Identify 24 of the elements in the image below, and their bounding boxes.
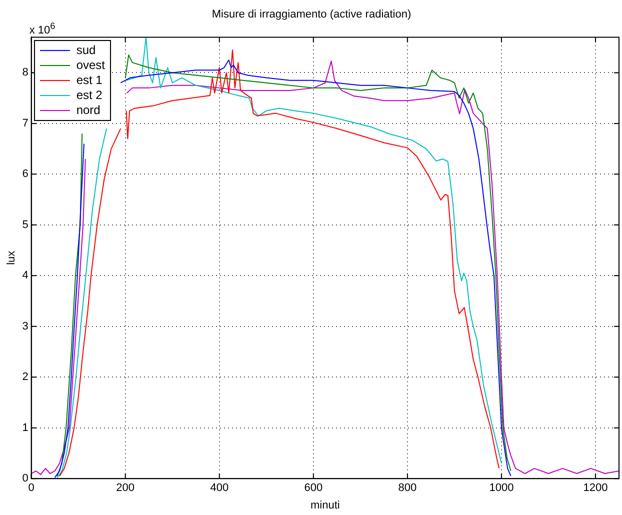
y-tick-label: 8 <box>22 66 28 79</box>
x-tick-label: 1200 <box>583 482 608 494</box>
y-tick-label: 2 <box>22 371 28 384</box>
y-tick-label: 5 <box>22 218 28 231</box>
y-tick-label: 3 <box>22 320 28 332</box>
legend-label: ovest <box>76 58 105 74</box>
x-tick-label: 600 <box>304 482 323 494</box>
y-tick-label: 1 <box>22 422 28 434</box>
legend-label: est 1 <box>76 73 102 88</box>
y-tick-label: 7 <box>22 117 28 130</box>
legend-label: sud <box>76 43 96 58</box>
x-tick-label: 1000 <box>489 482 514 494</box>
x-axis-title: minuti <box>310 499 340 512</box>
chart-title: Misure di irraggiamento (active radiation) <box>212 8 412 21</box>
y-tick-label: 6 <box>22 168 28 180</box>
text: x 10$^{6}$ <box>29 21 56 37</box>
y-tick-label: 0 <box>22 472 28 485</box>
x-tick-label: 800 <box>398 482 417 494</box>
x-tick-label: 200 <box>116 482 135 494</box>
legend-label: nord <box>76 103 100 118</box>
x-tick-label: 400 <box>210 482 229 494</box>
y-axis-title: lux <box>6 250 18 265</box>
y-tick-label: 4 <box>22 270 28 282</box>
legend-label: est 2 <box>76 88 102 104</box>
